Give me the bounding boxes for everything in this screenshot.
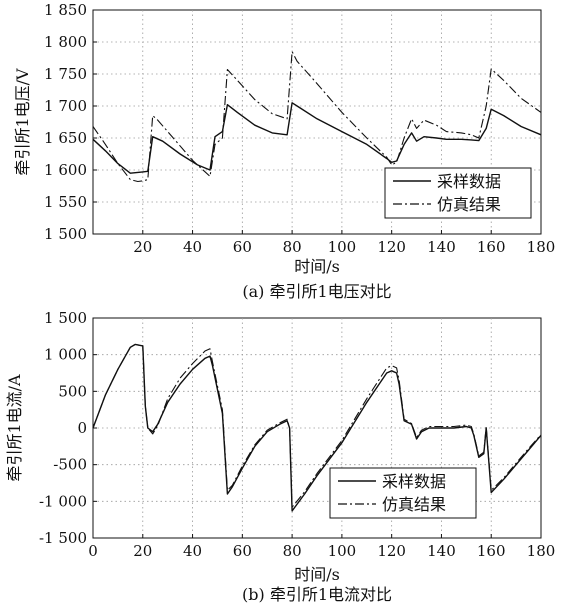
x-tick-label: 80 [283,238,302,256]
chart-a-y-axis-label: 牵引所1电压/V [13,68,32,176]
series-line-simulated [92,51,542,183]
x-tick-label: 160 [477,542,506,560]
chart-a-x-axis-label: 时间/s [294,257,340,276]
chart-b-y-ticks: -1 500 -1 000 -500 0 500 1 000 1 500 [39,309,97,547]
chart-b: 0 20 40 60 80 100 120 140 160 180 -1 500 -1 000 -50… [5,309,555,603]
y-tick-label: -1 000 [39,492,87,510]
y-tick-label: -1 500 [39,529,87,547]
x-tick-label: 180 [527,238,556,256]
chart-b-y-axis-label: 牵引所1电流/A [5,374,24,482]
chart-a-legend-box [384,167,532,219]
chart-a-legend-label-simulated: 仿真结果 [437,195,501,214]
y-tick-label: 1 850 [44,1,87,19]
chart-b-caption: (b) 牵引所1电流对比 [242,585,392,603]
x-tick-label: 0 [88,542,98,560]
y-tick-label: 500 [58,382,87,400]
y-tick-label: 1 800 [44,33,87,51]
chart-a-grid [93,10,541,234]
x-tick-label: 140 [427,238,456,256]
chart-b-legend-label-simulated: 仿真结果 [382,495,446,514]
chart-b-legend: 采样数据 仿真结果 [329,467,477,519]
x-tick-label: 80 [283,542,302,560]
x-tick-label: 60 [233,238,252,256]
chart-a-x-ticks: 20 40 60 80 100 120 140 160 180 [133,230,555,256]
chart-a-legend: 采样数据 仿真结果 [384,167,532,219]
y-tick-label: 0 [77,419,87,437]
x-tick-label: 100 [328,542,357,560]
x-tick-label: 40 [183,542,202,560]
y-tick-label: 1 550 [44,193,87,211]
chart-b-series [92,343,542,512]
x-tick-label: 180 [527,542,556,560]
x-tick-label: 120 [377,238,406,256]
x-tick-label: 40 [183,238,202,256]
chart-a-y-ticks: 1 500 1 550 1 600 1 650 1 700 1 750 1 800 1 850 [44,1,97,243]
y-tick-label: 1 000 [44,346,87,364]
y-tick-label: 1 500 [44,225,87,243]
chart-b-x-axis-label: 时间/s [294,565,340,584]
y-tick-label: 1 700 [44,97,87,115]
chart-a-series [92,51,542,183]
x-tick-label: 60 [233,542,252,560]
y-tick-label: 1 750 [44,65,87,83]
x-tick-label: 20 [133,238,152,256]
y-tick-label: -500 [53,456,87,474]
series-line-sampled [92,102,542,174]
y-tick-label: 1 650 [44,129,87,147]
chart-b-x-ticks: 0 20 40 60 80 100 120 140 160 180 [88,534,555,560]
x-tick-label: 160 [477,238,506,256]
chart-a-legend-label-sampled: 采样数据 [437,172,501,191]
x-tick-label: 140 [427,542,456,560]
series-line-simulated [92,343,542,508]
y-tick-label: 1 600 [44,161,87,179]
chart-b-legend-box [329,467,477,519]
y-tick-label: 1 500 [44,309,87,327]
x-tick-label: 120 [377,542,406,560]
x-tick-label: 20 [133,542,152,560]
chart-b-legend-label-sampled: 采样数据 [382,472,446,491]
chart-a-caption: (a) 牵引所1电压对比 [242,282,391,301]
x-tick-label: 100 [328,238,357,256]
